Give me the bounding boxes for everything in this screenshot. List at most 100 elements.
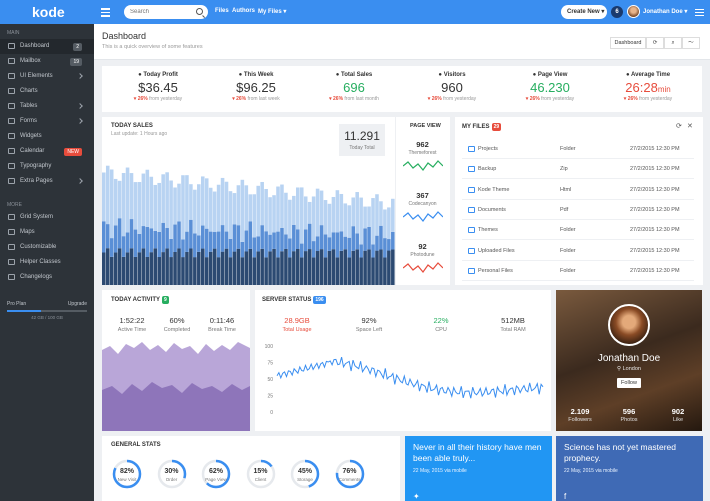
- stats-button[interactable]: 〜: [682, 37, 700, 49]
- sidebar-item-grid-system[interactable]: Grid System: [0, 210, 94, 225]
- stat-average-time: ● Average Time 26:28min ▾ 26% from yesterd…: [600, 72, 696, 102]
- file-name: Themes: [478, 227, 498, 234]
- app-logo[interactable]: kode: [32, 4, 65, 20]
- sales-bar-segment: [359, 244, 363, 258]
- sales-bar-segment: [220, 225, 225, 252]
- refresh-icon[interactable]: ⟳: [676, 123, 682, 130]
- search-input[interactable]: [124, 5, 208, 19]
- gauge-value: 30%: [164, 468, 179, 475]
- plan-usage: Pro Plan Upgrade 42 GB / 100 GB: [7, 301, 87, 320]
- changelog-icon: [8, 274, 15, 280]
- server-total-usage: 28.9GB Total Usage: [269, 316, 325, 333]
- sidebar-item-mailbox[interactable]: Mailbox 19: [0, 54, 94, 69]
- refresh-button[interactable]: ⟳: [646, 37, 664, 49]
- sales-bar-segment: [288, 238, 292, 258]
- tweet-card[interactable]: Science has not yet mastered prophecy. 2…: [556, 436, 703, 501]
- dashboard-button[interactable]: Dashboard: [610, 37, 646, 49]
- page-title: Dashboard: [102, 31, 147, 41]
- user-menu[interactable]: Jonathan Doe ▾: [643, 8, 687, 15]
- file-row[interactable]: Backup Zip 27/2/2015 12:30 PM: [462, 159, 694, 180]
- follow-button[interactable]: Follow: [617, 378, 641, 388]
- sales-bar-segment: [264, 189, 268, 232]
- profile-stat-value: 2.109: [570, 407, 590, 416]
- file-type: Folder: [560, 267, 576, 274]
- sales-bar-segment: [268, 251, 272, 285]
- sidebar-item-widgets[interactable]: Widgets: [0, 129, 94, 144]
- sidebar-item-dashboard[interactable]: Dashboard 2: [0, 39, 94, 54]
- menu-toggle-icon[interactable]: [101, 6, 110, 18]
- sidebar-item-extra-pages[interactable]: Extra Pages: [0, 174, 94, 189]
- eye-icon: ●: [532, 72, 537, 78]
- file-row[interactable]: Uploaded Files Folder 27/2/2015 12:30 PM: [462, 241, 694, 261]
- file-row[interactable]: Documents Pdf 27/2/2015 12:30 PM: [462, 200, 694, 220]
- sales-bar-segment: [224, 231, 229, 249]
- server-status-title: SERVER STATUS 196: [262, 296, 326, 304]
- sidebar-item-label: Mailbox: [20, 58, 41, 64]
- page-view-label: Codecanyon: [408, 201, 437, 207]
- sales-bar-segment: [351, 250, 356, 285]
- nav-authors[interactable]: Authors: [232, 8, 255, 14]
- file-row[interactable]: Projects Folder 27/2/2015 12:30 PM: [462, 139, 694, 159]
- sidebar: MAIN Dashboard 2 Mailbox 19 UI Elements Ch…: [0, 24, 94, 501]
- sales-bar-segment: [383, 209, 387, 239]
- sales-bar-segment: [200, 176, 205, 226]
- search-button[interactable]: ⌕: [664, 37, 682, 49]
- file-name: Backup: [478, 166, 497, 173]
- nav-files[interactable]: Files: [215, 8, 229, 14]
- tweet-card[interactable]: Never in all their history have men been…: [405, 436, 552, 501]
- sales-bar-segment: [367, 226, 371, 250]
- sidebar-item-typography[interactable]: Typography: [0, 159, 94, 174]
- sidebar-item-calendar[interactable]: Calendar NEW: [0, 144, 94, 159]
- sales-bar-segment: [113, 225, 118, 253]
- notification-badge[interactable]: 6: [611, 6, 623, 18]
- arrow-down-icon: ▾: [525, 96, 529, 102]
- activity-label: Active Time: [117, 327, 147, 333]
- close-icon[interactable]: ✕: [687, 123, 693, 130]
- sidebar-item-maps[interactable]: Maps: [0, 225, 94, 240]
- stat-value-text: 46.230: [530, 80, 570, 95]
- sales-bar-segment: [240, 241, 245, 258]
- server-y-tick: 25: [267, 394, 273, 400]
- sidebar-item-changelogs[interactable]: Changelogs: [0, 270, 94, 285]
- activity-active-time: 1:52:22 Active Time: [108, 316, 156, 333]
- nav-my-files-label: My Files: [258, 9, 282, 15]
- create-new-button[interactable]: Create New ▾: [561, 5, 607, 19]
- stat-value-text: $36.45: [138, 80, 178, 95]
- upgrade-link[interactable]: Upgrade: [67, 301, 87, 307]
- sales-bar-segment: [264, 231, 268, 258]
- gauge-progress: [290, 459, 320, 489]
- search-icon[interactable]: [196, 8, 203, 15]
- nav-my-files[interactable]: My Files ▾: [258, 8, 286, 15]
- sales-bar-segment: [264, 257, 268, 285]
- chevron-right-icon: [77, 73, 83, 79]
- sidebar-item-helper-classes[interactable]: Helper Classes: [0, 255, 94, 270]
- sales-bar-segment: [351, 197, 356, 227]
- file-row[interactable]: Kode Theme Html 27/2/2015 12:30 PM: [462, 180, 694, 200]
- profile-stat-likes: 902 Like: [654, 407, 702, 423]
- sidebar-item-customizable[interactable]: Customizable: [0, 240, 94, 255]
- side-panel-icon[interactable]: [695, 7, 704, 16]
- server-label: Total Usage: [282, 327, 312, 333]
- sidebar-item-ui-elements[interactable]: UI Elements: [0, 69, 94, 84]
- file-row[interactable]: Personal Files Folder 27/2/2015 12:30 PM: [462, 261, 694, 281]
- arrow-down-icon: ▾: [623, 96, 627, 102]
- avatar[interactable]: [627, 5, 640, 18]
- sales-bar-segment: [331, 249, 336, 285]
- file-icon: [468, 166, 475, 173]
- server-total-ram: 512MB Total RAM: [485, 316, 541, 333]
- sales-bar-segment: [347, 237, 352, 258]
- file-row[interactable]: Themes Folder 27/2/2015 12:30 PM: [462, 220, 694, 241]
- gauge-client: 15% Client: [245, 458, 277, 490]
- sidebar-item-charts[interactable]: Charts: [0, 84, 94, 99]
- sidebar-item-label: Maps: [20, 229, 35, 235]
- sidebar-item-forms[interactable]: Forms: [0, 114, 94, 129]
- sales-bar-segment: [145, 169, 150, 227]
- sidebar-item-label: Typography: [20, 163, 52, 169]
- sales-bar-segment: [244, 251, 249, 285]
- sales-bar-segment: [224, 248, 229, 285]
- sidebar-item-tables[interactable]: Tables: [0, 99, 94, 114]
- sales-bar-segment: [299, 243, 304, 258]
- file-date: 27/2/2015 12:30 PM: [630, 247, 680, 254]
- sales-bar-segment: [208, 251, 213, 285]
- stat-today-profit: ● Today Profit $36.45 ▾ 26% from yesterday: [110, 72, 206, 102]
